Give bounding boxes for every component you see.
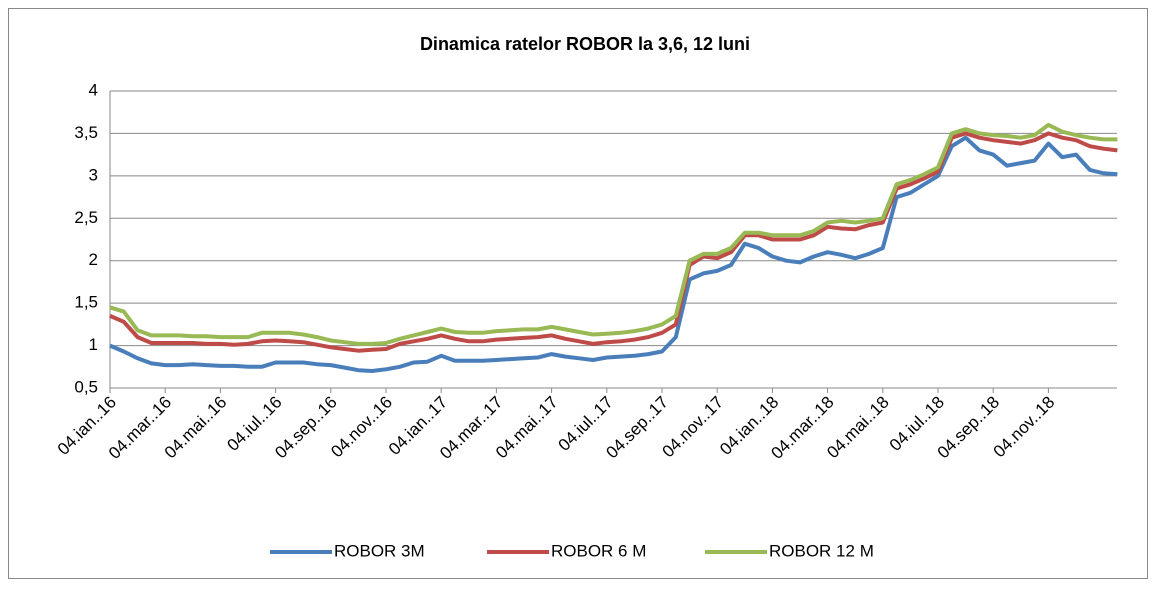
legend-label: ROBOR 6 M (551, 541, 646, 560)
chart-frame (8, 8, 1148, 579)
y-tick-label: 3 (89, 165, 98, 184)
legend-label: ROBOR 12 M (769, 541, 874, 560)
y-tick-label: 1 (89, 335, 98, 354)
y-tick-label: 4 (89, 80, 98, 99)
y-tick-label: 2,5 (74, 208, 98, 227)
y-tick-label: 3,5 (74, 123, 98, 142)
legend-label: ROBOR 3M (334, 541, 425, 560)
chart-title: Dinamica ratelor ROBOR la 3,6, 12 luni (420, 34, 750, 54)
y-tick-label: 0,5 (74, 377, 98, 396)
y-tick-label: 2 (89, 250, 98, 269)
series-line (109, 122, 1118, 346)
y-tick-label: 1,5 (74, 293, 98, 312)
series-line (109, 135, 1118, 373)
